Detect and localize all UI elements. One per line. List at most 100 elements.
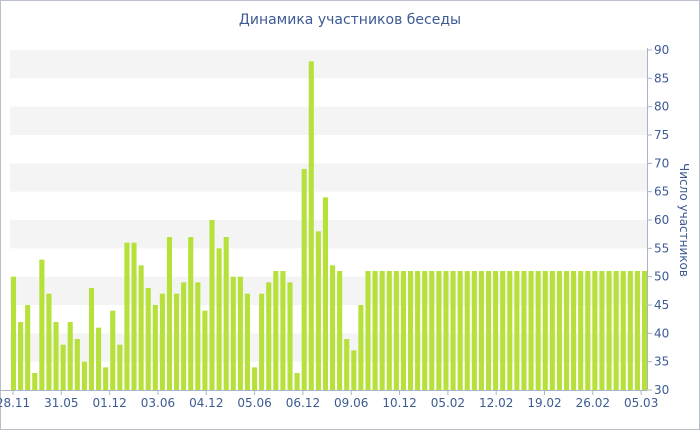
x-tick-label: 05.06: [237, 396, 271, 410]
x-tick-label: 01.12: [92, 396, 126, 410]
bar: [287, 282, 293, 390]
bar: [67, 322, 73, 390]
bar: [485, 271, 492, 390]
bar: [329, 265, 336, 390]
bar: [351, 350, 357, 390]
bar: [457, 271, 463, 390]
bar: [308, 61, 314, 390]
bar: [358, 305, 364, 390]
y-axis-label: Число участников: [677, 163, 691, 277]
x-tick-label: 12.02: [479, 396, 513, 410]
bar: [280, 271, 286, 390]
bar: [415, 271, 421, 390]
bar: [386, 271, 392, 390]
y-tick-label: 35: [654, 355, 669, 369]
bar: [244, 293, 251, 390]
bar: [436, 271, 442, 390]
x-tick-label: 04.12: [189, 396, 223, 410]
y-tick-label: 45: [654, 298, 669, 312]
y-axis-ticks: 90 85 80 75 70 65 60 55 50 45 40 35 30: [647, 43, 669, 397]
bar: [450, 271, 456, 390]
bar: [159, 293, 165, 390]
y-tick-label: 75: [654, 128, 669, 142]
bar: [493, 271, 499, 390]
bar: [81, 361, 87, 390]
bar: [379, 271, 385, 390]
x-tick-label: 06.12: [286, 396, 320, 410]
bar: [627, 271, 633, 390]
bar: [25, 305, 31, 390]
y-tick-label: 60: [654, 213, 669, 227]
bar: [322, 197, 328, 390]
bar-series: [10, 61, 648, 390]
bar: [393, 271, 399, 390]
bar: [641, 271, 648, 390]
x-axis-ticks: 28.11 31.05 01.12 03.06 04.12 05.06 06.12 09.06…: [0, 390, 658, 410]
bar: [464, 271, 470, 390]
bar: [138, 265, 144, 390]
bar: [585, 271, 591, 390]
grid-band: [10, 276, 647, 305]
grid-band: [10, 163, 647, 192]
bar: [514, 271, 520, 390]
bar: [145, 288, 151, 390]
bar: [344, 339, 350, 390]
x-tick-label: 05.03: [624, 396, 658, 410]
x-tick-label: 19.02: [527, 396, 561, 410]
bar: [39, 259, 45, 390]
bar: [542, 271, 548, 390]
grid-band: [10, 106, 647, 135]
bar: [202, 310, 208, 390]
bar: [117, 344, 123, 390]
bar: [507, 271, 513, 390]
bar: [315, 231, 321, 390]
bar: [400, 271, 406, 390]
bar: [88, 288, 95, 390]
bar: [528, 271, 534, 390]
bar: [230, 276, 236, 390]
bar: [60, 344, 66, 390]
bar: [266, 282, 272, 390]
y-tick-label: 40: [654, 326, 669, 340]
bar: [209, 220, 215, 390]
bar: [301, 169, 307, 390]
bar: [599, 271, 605, 390]
bar: [620, 271, 626, 390]
grid-band: [10, 50, 647, 79]
bar: [174, 293, 180, 390]
grid-band: [10, 333, 647, 362]
y-tick-label: 30: [654, 383, 669, 397]
chart-title: Динамика участников беседы: [238, 12, 462, 28]
x-tick-label: 09.06: [334, 396, 368, 410]
bar: [337, 271, 343, 390]
bar: [500, 271, 506, 390]
x-tick-label: 31.05: [44, 396, 78, 410]
bar: [124, 242, 130, 390]
bar: [571, 271, 577, 390]
y-tick-label: 70: [654, 156, 669, 170]
bar: [53, 322, 59, 390]
bar: [195, 282, 201, 390]
x-tick-label: 28.11: [0, 396, 30, 410]
bar: [110, 310, 116, 390]
bar: [96, 327, 102, 390]
bar: [152, 305, 158, 390]
x-tick-label: 26.02: [576, 396, 610, 410]
bar: [606, 271, 612, 390]
bar: [556, 271, 562, 390]
y-tick-label: 50: [654, 270, 669, 284]
bar: [166, 237, 173, 390]
y-tick-label: 90: [654, 43, 669, 57]
y-tick-label: 85: [654, 71, 669, 85]
bar: [252, 367, 258, 390]
bar: [259, 293, 265, 390]
bar: [422, 271, 428, 390]
bar: [74, 339, 80, 390]
bar: [549, 271, 555, 390]
grid-band: [10, 220, 647, 249]
bar: [613, 271, 619, 390]
x-tick-label: 03.06: [141, 396, 175, 410]
bar: [365, 271, 371, 390]
bar: [10, 276, 17, 390]
